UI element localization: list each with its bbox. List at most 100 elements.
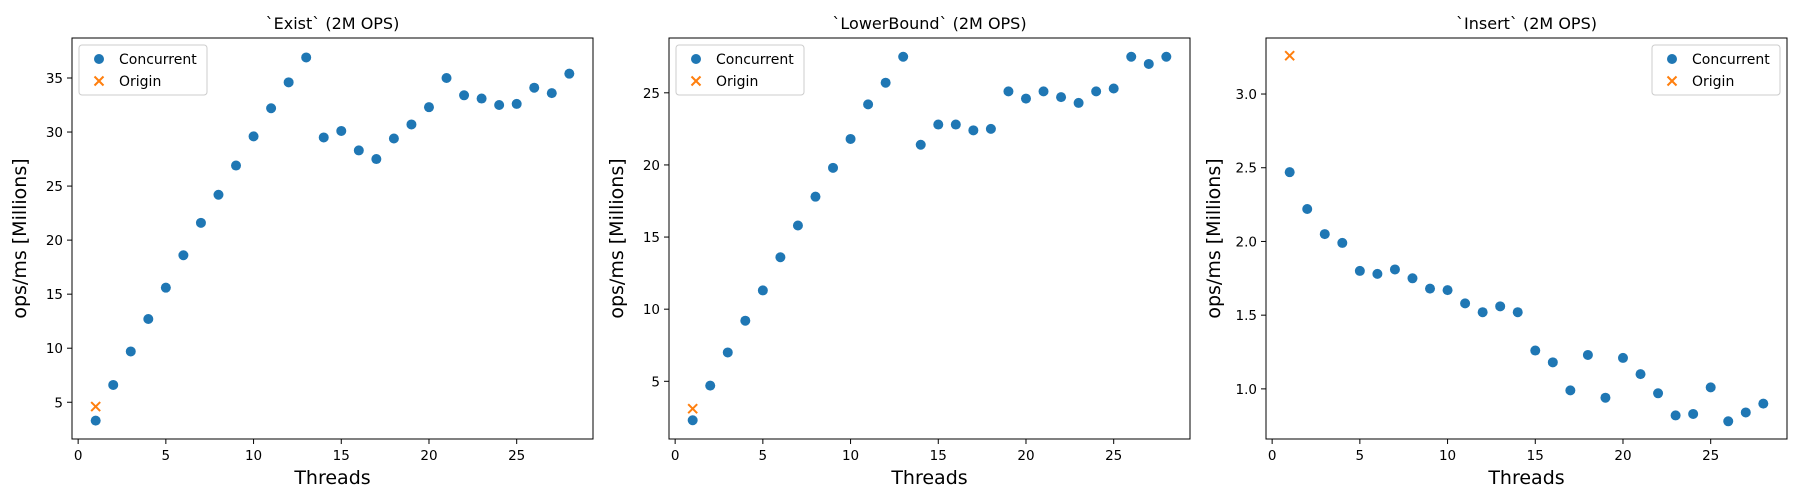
data-point-concurrent — [1372, 268, 1383, 279]
y-tick-label: 10 — [46, 341, 63, 357]
x-tick-label: 15 — [930, 448, 947, 464]
y-tick-label: 30 — [46, 125, 63, 141]
legend-box — [78, 44, 208, 96]
data-point-concurrent — [1425, 283, 1436, 294]
y-tick-label: 35 — [46, 71, 63, 87]
data-point-concurrent — [1143, 58, 1154, 69]
legend-label-concurrent: Concurrent — [1692, 52, 1770, 68]
x-tick-label: 10 — [842, 448, 859, 464]
data-point-concurrent — [757, 285, 768, 296]
data-point-concurrent — [125, 346, 136, 357]
legend: Concurrent Origin — [78, 44, 208, 96]
x-tick-label: 0 — [1268, 448, 1277, 464]
data-point-concurrent — [195, 217, 206, 228]
data-point-concurrent — [1688, 408, 1699, 419]
data-point-concurrent — [1565, 385, 1576, 396]
data-point-concurrent — [1284, 167, 1295, 178]
data-point-concurrent — [301, 52, 312, 63]
data-point-concurrent — [1705, 382, 1716, 393]
x-axis-label: Threads — [293, 467, 370, 489]
data-point-concurrent — [985, 123, 996, 134]
y-axis-label: ops/ms [Millions] — [9, 158, 31, 318]
data-point-concurrent — [950, 119, 961, 130]
legend-marker-origin — [93, 75, 105, 87]
x-tick-label: 5 — [759, 448, 768, 464]
data-point-origin — [687, 403, 698, 414]
y-tick-label: 25 — [643, 86, 660, 102]
x-tick-label: 10 — [245, 448, 262, 464]
data-point-concurrent — [775, 252, 786, 263]
x-axis-label: Threads — [890, 467, 967, 489]
y-tick-label: 5 — [651, 374, 660, 390]
legend-label-origin: Origin — [716, 74, 758, 90]
data-point-concurrent — [371, 154, 382, 165]
data-point-concurrent — [1460, 298, 1471, 309]
data-point-concurrent — [160, 282, 171, 293]
plot-frame — [1265, 37, 1788, 440]
legend-box — [675, 44, 805, 96]
data-point-concurrent — [441, 72, 452, 83]
data-point-concurrent — [1723, 416, 1734, 427]
x-tick-label: 15 — [1527, 448, 1544, 464]
data-point-concurrent — [1740, 407, 1751, 418]
data-point-concurrent — [1758, 398, 1769, 409]
data-point-concurrent — [1442, 285, 1453, 296]
y-axis-label: ops/ms [Millions] — [606, 158, 628, 318]
x-tick-label: 0 — [671, 448, 680, 464]
chart-panel-1: `Exist` (2M OPS) 0 5 10 15 20 25 5 10 15 20 25 30 35 T… — [9, 14, 594, 489]
x-tick-label: 5 — [1356, 448, 1365, 464]
x-tick-label: 25 — [1702, 448, 1719, 464]
legend: Concurrent Origin — [1651, 44, 1781, 96]
data-point-concurrent — [1495, 301, 1506, 312]
plot-frame — [71, 37, 594, 440]
data-point-concurrent — [1073, 97, 1084, 108]
data-point-concurrent — [406, 119, 417, 130]
data-point-concurrent — [1091, 86, 1102, 97]
data-point-concurrent — [1003, 86, 1014, 97]
data-point-concurrent — [1354, 265, 1365, 276]
legend-label-origin: Origin — [1692, 74, 1734, 90]
data-point-concurrent — [740, 315, 751, 326]
data-point-concurrent — [143, 314, 154, 325]
y-tick-label: 2.0 — [1236, 234, 1257, 250]
data-point-concurrent — [318, 132, 329, 143]
data-point-concurrent — [828, 162, 839, 173]
y-tick-label: 20 — [46, 233, 63, 249]
y-axis-label: ops/ms [Millions] — [1203, 158, 1225, 318]
data-point-concurrent — [1653, 388, 1664, 399]
data-point-concurrent — [511, 98, 522, 109]
data-point-concurrent — [178, 250, 189, 261]
data-point-concurrent — [1582, 349, 1593, 360]
data-point-concurrent — [1038, 86, 1049, 97]
x-tick-label: 20 — [420, 448, 437, 464]
x-tick-label: 0 — [74, 448, 83, 464]
chart-title: `Insert` (2M OPS) — [1456, 14, 1597, 33]
data-point-concurrent — [687, 415, 698, 426]
data-point-concurrent — [388, 133, 399, 144]
data-point-concurrent — [898, 51, 909, 62]
data-point-concurrent — [266, 103, 277, 114]
chart-panel-3: `Insert` (2M OPS) 0 5 10 15 20 25 1.0 1.5 2.0 2.5 3… — [1203, 14, 1788, 489]
chart-title: `LowerBound` (2M OPS) — [832, 14, 1026, 33]
data-point-concurrent — [494, 100, 505, 111]
legend-marker-concurrent — [691, 54, 701, 64]
data-point-concurrent — [108, 379, 119, 390]
data-point-concurrent — [845, 133, 856, 144]
legend: Concurrent Origin — [675, 44, 805, 96]
data-point-concurrent — [353, 145, 364, 156]
y-tick-label: 25 — [46, 179, 63, 195]
chart-panel-2: `LowerBound` (2M OPS) 0 5 10 15 20 25 5 10 15 20 25… — [606, 14, 1191, 489]
y-tick-label: 15 — [643, 230, 660, 246]
x-tick-label: 25 — [1105, 448, 1122, 464]
x-tick-label: 10 — [1439, 448, 1456, 464]
data-point-concurrent — [1302, 204, 1313, 215]
data-point-concurrent — [1161, 51, 1172, 62]
x-tick-label: 15 — [333, 448, 350, 464]
x-tick-label: 25 — [508, 448, 525, 464]
y-tick-label: 20 — [643, 158, 660, 174]
data-point-concurrent — [90, 415, 101, 426]
data-point-concurrent — [283, 77, 294, 88]
data-point-concurrent — [1319, 229, 1330, 240]
y-tick-label: 10 — [643, 302, 660, 318]
data-point-concurrent — [1635, 369, 1646, 380]
